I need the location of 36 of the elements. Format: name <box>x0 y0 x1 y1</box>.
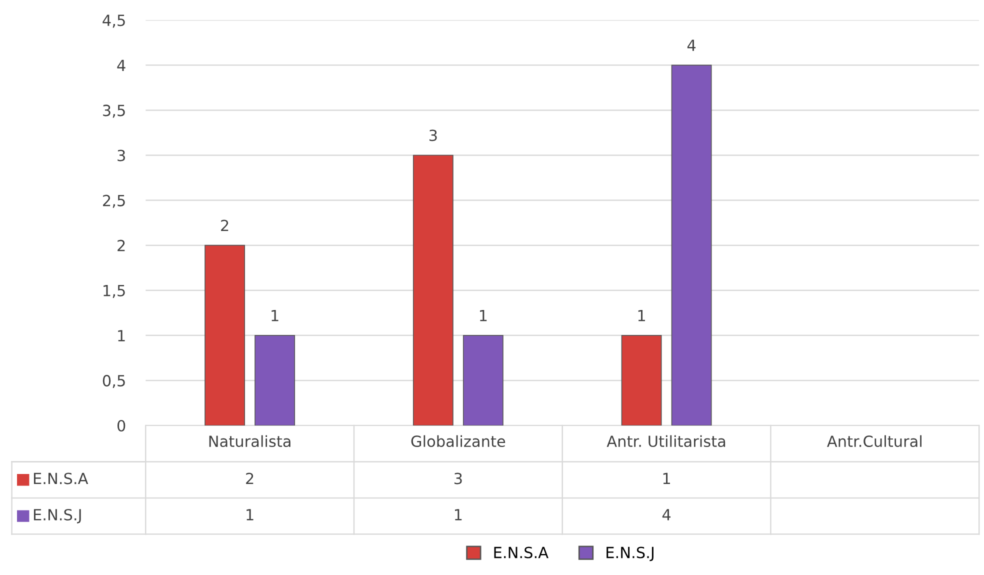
x-tick-label: Globalizante <box>411 435 506 448</box>
legend-label: E.N.S.A <box>494 546 548 558</box>
text: E.N.S.J <box>34 508 81 524</box>
y-tick-label: 4 <box>117 60 126 71</box>
text: 1 <box>454 509 462 520</box>
data-label: 1 <box>638 310 645 322</box>
bar <box>671 64 712 426</box>
text: 2 <box>246 472 254 484</box>
y-tick-label: 0 <box>117 420 126 432</box>
data-label: 1 <box>272 310 278 322</box>
y-tick-label: 1 <box>118 330 125 342</box>
x-tick-label: Antr. Utilitarista <box>606 435 726 448</box>
text: 1 <box>663 472 670 484</box>
y-tick-label: 1,5 <box>104 285 125 298</box>
y-tick-label: 2 <box>118 240 125 252</box>
bar <box>621 334 662 426</box>
bar <box>462 334 504 426</box>
data-label: 4 <box>687 40 696 51</box>
bar <box>204 244 246 426</box>
text: E.N.S.A <box>34 472 88 484</box>
data-label: 2 <box>221 220 228 232</box>
text: 3 <box>454 472 462 484</box>
y-tick-label: 2,5 <box>103 194 125 208</box>
data-label: 1 <box>480 310 487 322</box>
data-label: 3 <box>429 130 437 142</box>
text: 1 <box>246 509 254 520</box>
y-tick-label: 3 <box>118 150 125 162</box>
legend-label: E.N.S.J <box>606 546 654 562</box>
y-tick-label: 3,5 <box>103 104 125 118</box>
y-tick-label: 4,5 <box>102 14 125 28</box>
y-tick-label: 0,5 <box>102 374 125 388</box>
x-tick-label: Naturalista <box>209 435 290 448</box>
bar <box>254 334 296 426</box>
x-tick-label: Antr.Cultural <box>827 435 922 448</box>
text: 4 <box>662 509 671 520</box>
bar <box>412 154 454 426</box>
